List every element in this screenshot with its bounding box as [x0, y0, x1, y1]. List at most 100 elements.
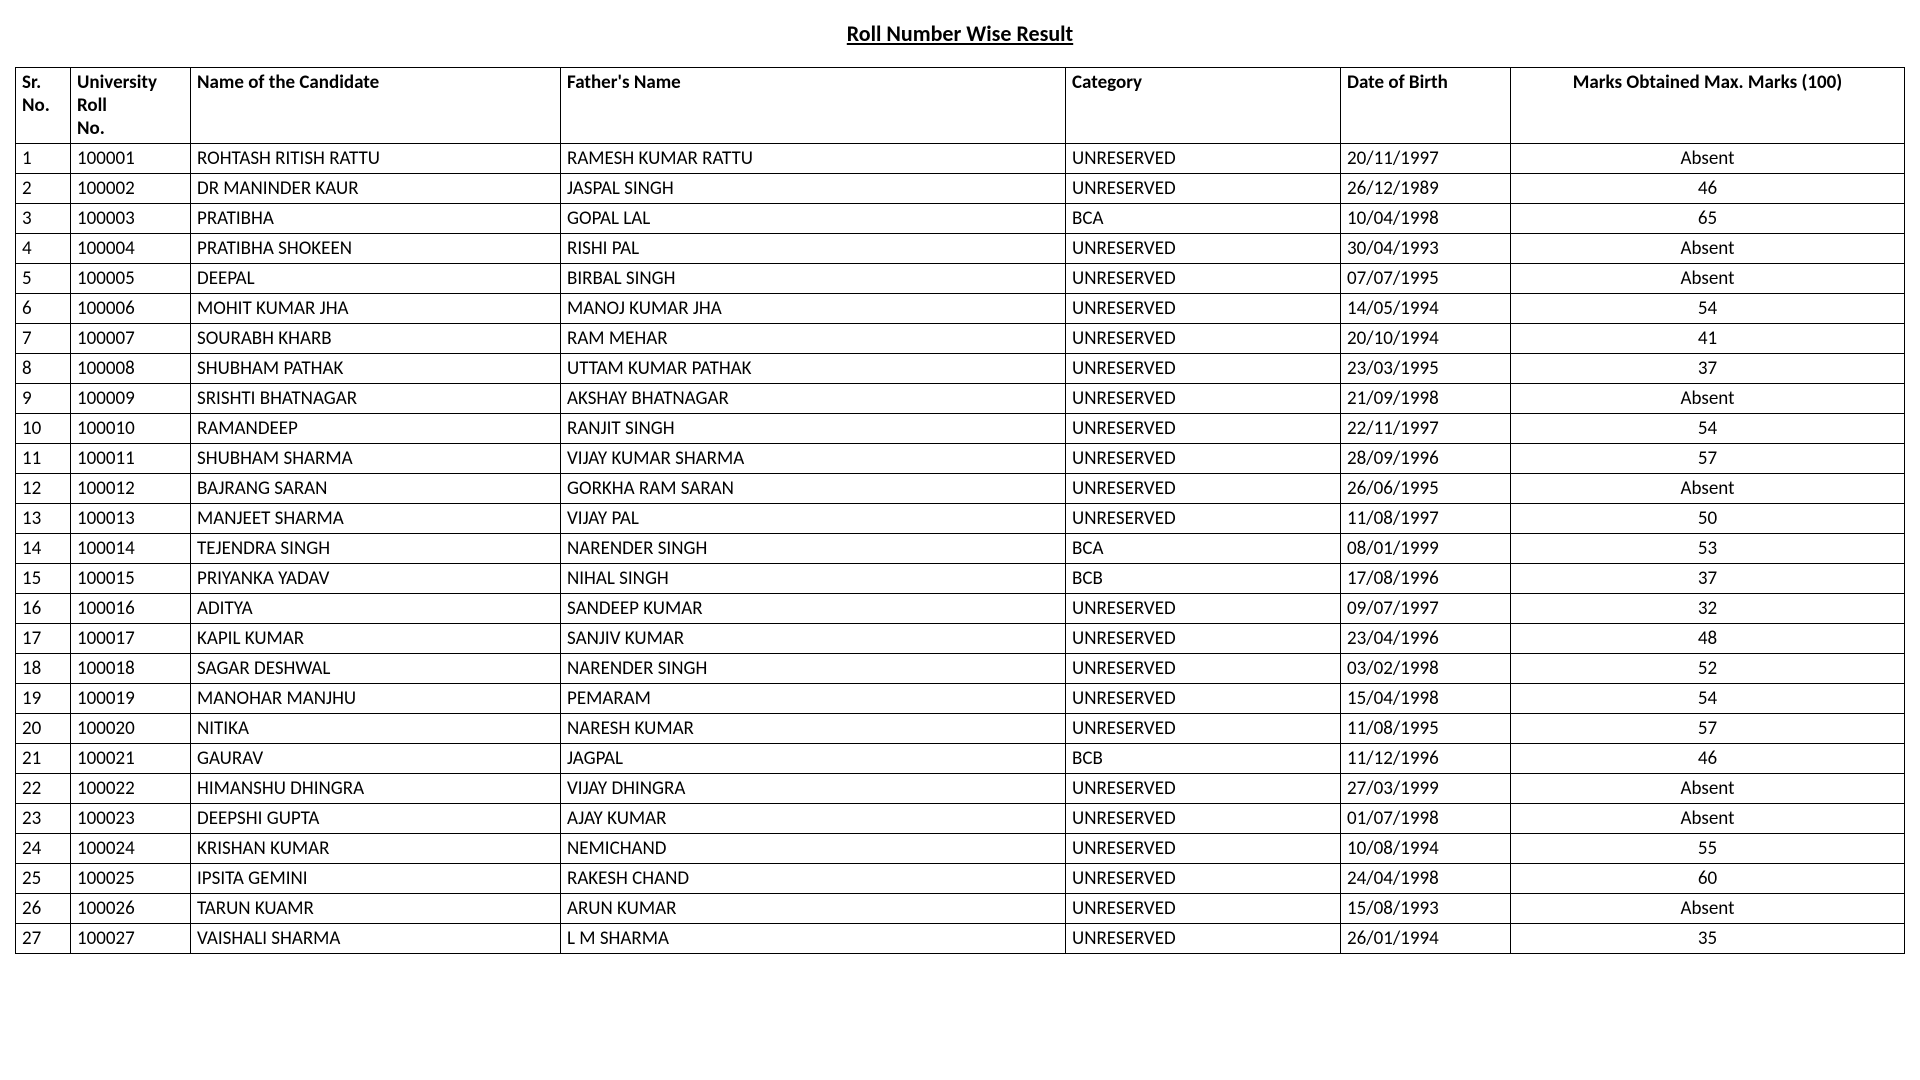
cell-name: NITIKA [191, 714, 561, 744]
cell-category: BCA [1066, 534, 1341, 564]
table-row: 2100002DR MANINDER KAURJASPAL SINGHUNRES… [16, 174, 1905, 204]
cell-dob: 01/07/1998 [1341, 804, 1511, 834]
cell-marks: 35 [1511, 924, 1905, 954]
cell-category: UNRESERVED [1066, 264, 1341, 294]
cell-category: UNRESERVED [1066, 384, 1341, 414]
cell-roll: 100001 [71, 144, 191, 174]
cell-father: UTTAM KUMAR PATHAK [561, 354, 1066, 384]
cell-marks: Absent [1511, 144, 1905, 174]
cell-category: UNRESERVED [1066, 624, 1341, 654]
cell-roll: 100011 [71, 444, 191, 474]
cell-dob: 14/05/1994 [1341, 294, 1511, 324]
cell-father: L M SHARMA [561, 924, 1066, 954]
cell-sr: 12 [16, 474, 71, 504]
cell-sr: 5 [16, 264, 71, 294]
cell-sr: 8 [16, 354, 71, 384]
cell-category: UNRESERVED [1066, 354, 1341, 384]
cell-name: KRISHAN KUMAR [191, 834, 561, 864]
table-row: 9100009SRISHTI BHATNAGARAKSHAY BHATNAGAR… [16, 384, 1905, 414]
cell-marks: Absent [1511, 774, 1905, 804]
table-row: 22100022HIMANSHU DHINGRAVIJAY DHINGRAUNR… [16, 774, 1905, 804]
cell-roll: 100008 [71, 354, 191, 384]
cell-category: UNRESERVED [1066, 414, 1341, 444]
table-row: 26100026TARUN KUAMRARUN KUMARUNRESERVED1… [16, 894, 1905, 924]
cell-father: AJAY KUMAR [561, 804, 1066, 834]
table-row: 18100018SAGAR DESHWALNARENDER SINGHUNRES… [16, 654, 1905, 684]
cell-marks: 57 [1511, 714, 1905, 744]
cell-father: VIJAY KUMAR SHARMA [561, 444, 1066, 474]
cell-dob: 11/12/1996 [1341, 744, 1511, 774]
cell-category: UNRESERVED [1066, 594, 1341, 624]
cell-dob: 15/08/1993 [1341, 894, 1511, 924]
cell-category: UNRESERVED [1066, 144, 1341, 174]
cell-marks: 32 [1511, 594, 1905, 624]
cell-category: UNRESERVED [1066, 294, 1341, 324]
cell-marks: Absent [1511, 894, 1905, 924]
cell-father: RAM MEHAR [561, 324, 1066, 354]
cell-roll: 100015 [71, 564, 191, 594]
table-row: 23100023DEEPSHI GUPTAAJAY KUMARUNRESERVE… [16, 804, 1905, 834]
cell-sr: 3 [16, 204, 71, 234]
cell-sr: 16 [16, 594, 71, 624]
cell-category: UNRESERVED [1066, 474, 1341, 504]
cell-father: AKSHAY BHATNAGAR [561, 384, 1066, 414]
cell-sr: 26 [16, 894, 71, 924]
cell-roll: 100013 [71, 504, 191, 534]
cell-name: TARUN KUAMR [191, 894, 561, 924]
cell-father: JAGPAL [561, 744, 1066, 774]
col-marks: Marks Obtained Max. Marks (100) [1511, 68, 1905, 144]
cell-name: DR MANINDER KAUR [191, 174, 561, 204]
cell-category: UNRESERVED [1066, 864, 1341, 894]
cell-name: SHUBHAM PATHAK [191, 354, 561, 384]
cell-marks: 46 [1511, 174, 1905, 204]
cell-marks: 37 [1511, 564, 1905, 594]
cell-roll: 100012 [71, 474, 191, 504]
cell-dob: 22/11/1997 [1341, 414, 1511, 444]
table-row: 12100012BAJRANG SARANGORKHA RAM SARANUNR… [16, 474, 1905, 504]
cell-father: NARESH KUMAR [561, 714, 1066, 744]
cell-sr: 17 [16, 624, 71, 654]
cell-dob: 10/08/1994 [1341, 834, 1511, 864]
cell-dob: 26/12/1989 [1341, 174, 1511, 204]
cell-sr: 18 [16, 654, 71, 684]
cell-dob: 07/07/1995 [1341, 264, 1511, 294]
cell-roll: 100021 [71, 744, 191, 774]
cell-marks: 41 [1511, 324, 1905, 354]
cell-name: MANOHAR MANJHU [191, 684, 561, 714]
cell-marks: 55 [1511, 834, 1905, 864]
cell-category: UNRESERVED [1066, 924, 1341, 954]
cell-marks: Absent [1511, 804, 1905, 834]
cell-marks: 37 [1511, 354, 1905, 384]
cell-dob: 15/04/1998 [1341, 684, 1511, 714]
cell-name: DEEPAL [191, 264, 561, 294]
table-row: 19100019MANOHAR MANJHUPEMARAMUNRESERVED1… [16, 684, 1905, 714]
col-father: Father's Name [561, 68, 1066, 144]
cell-dob: 20/10/1994 [1341, 324, 1511, 354]
cell-roll: 100026 [71, 894, 191, 924]
col-cat: Category [1066, 68, 1341, 144]
cell-dob: 23/03/1995 [1341, 354, 1511, 384]
cell-dob: 26/01/1994 [1341, 924, 1511, 954]
cell-roll: 100017 [71, 624, 191, 654]
cell-name: SRISHTI BHATNAGAR [191, 384, 561, 414]
cell-father: MANOJ KUMAR JHA [561, 294, 1066, 324]
table-row: 13100013MANJEET SHARMAVIJAY PALUNRESERVE… [16, 504, 1905, 534]
cell-sr: 27 [16, 924, 71, 954]
cell-dob: 10/04/1998 [1341, 204, 1511, 234]
col-roll: UniversityRollNo. [71, 68, 191, 144]
table-row: 16100016ADITYASANDEEP KUMARUNRESERVED09/… [16, 594, 1905, 624]
cell-name: PRIYANKA YADAV [191, 564, 561, 594]
cell-name: VAISHALI SHARMA [191, 924, 561, 954]
cell-sr: 22 [16, 774, 71, 804]
cell-dob: 21/09/1998 [1341, 384, 1511, 414]
cell-sr: 19 [16, 684, 71, 714]
table-body: 1100001ROHTASH RITISH RATTURAMESH KUMAR … [16, 144, 1905, 954]
table-header-row: Sr.No. UniversityRollNo. Name of the Can… [16, 68, 1905, 144]
cell-name: DEEPSHI GUPTA [191, 804, 561, 834]
cell-sr: 11 [16, 444, 71, 474]
table-row: 1100001ROHTASH RITISH RATTURAMESH KUMAR … [16, 144, 1905, 174]
cell-sr: 10 [16, 414, 71, 444]
cell-sr: 23 [16, 804, 71, 834]
cell-category: UNRESERVED [1066, 774, 1341, 804]
table-row: 21100021GAURAVJAGPALBCB11/12/199646 [16, 744, 1905, 774]
